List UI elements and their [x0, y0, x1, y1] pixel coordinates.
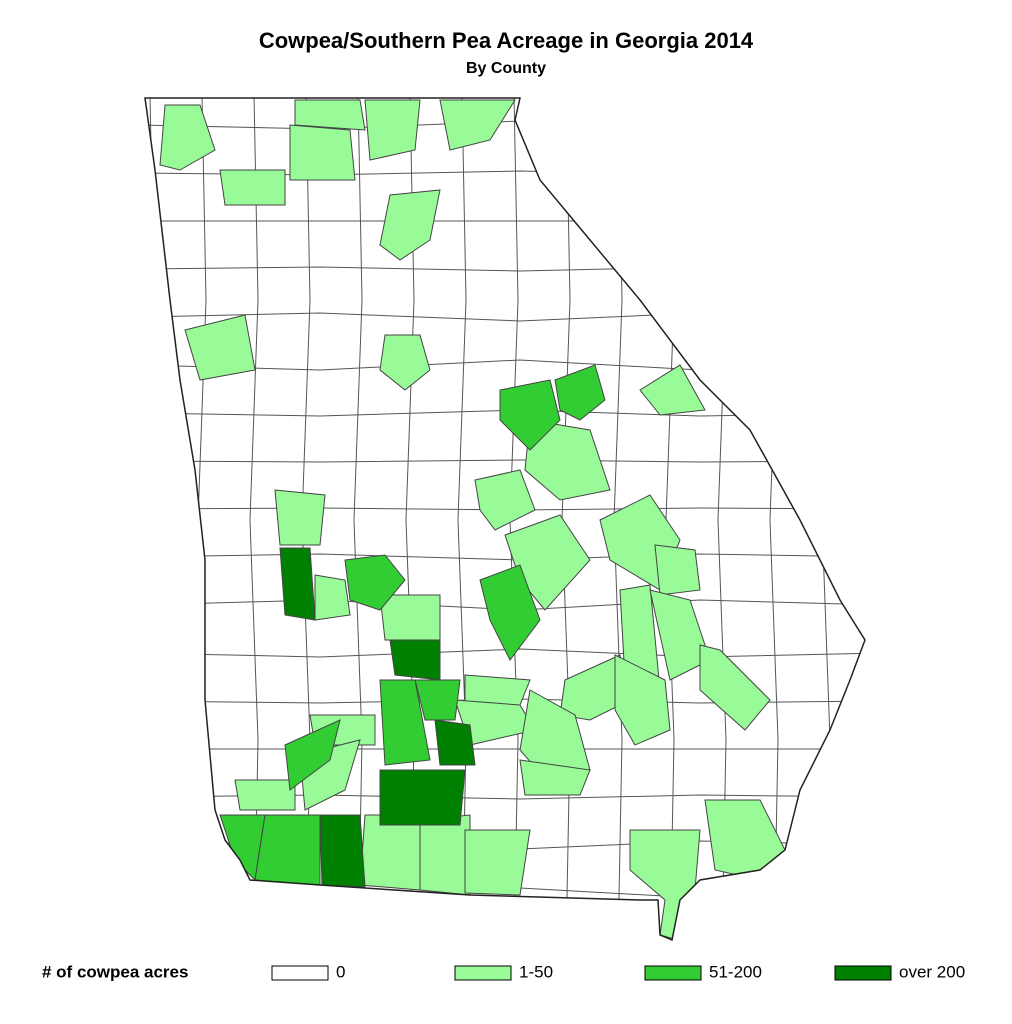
map-subtitle: By County [466, 60, 546, 77]
county [284, 719, 341, 791]
county [524, 419, 611, 501]
legend-label: 0 [336, 962, 345, 981]
county-border [821, 98, 831, 940]
county-border [145, 98, 155, 940]
county [519, 759, 591, 796]
county [319, 814, 366, 888]
county [554, 364, 606, 421]
county [359, 814, 421, 891]
county-border [145, 459, 865, 463]
county [344, 554, 406, 611]
county [219, 169, 286, 206]
county [289, 124, 356, 181]
legend-label: 1-50 [519, 962, 553, 981]
county [414, 679, 461, 721]
county [499, 379, 561, 451]
county [184, 314, 256, 381]
county [464, 829, 531, 896]
shaded-counties [159, 99, 786, 940]
county-border [353, 98, 363, 940]
county [614, 654, 671, 746]
county [379, 189, 441, 261]
county [364, 99, 421, 161]
legend: # of cowpea acres 0 1-50 51-200 over 200 [42, 962, 965, 981]
county [479, 564, 541, 661]
county [474, 469, 536, 531]
county [234, 779, 296, 811]
county [419, 814, 471, 896]
county [379, 769, 466, 826]
county [279, 547, 316, 621]
county [379, 334, 431, 391]
county [389, 639, 441, 681]
legend-swatch [834, 965, 892, 981]
county [294, 99, 366, 131]
legend-swatch [644, 965, 702, 981]
county [654, 544, 701, 596]
county-border [457, 98, 467, 940]
county [434, 719, 476, 766]
county-border [874, 95, 882, 950]
county [274, 489, 326, 546]
county-border [145, 937, 865, 940]
county [699, 644, 771, 731]
county [314, 574, 351, 621]
legend-swatch [271, 965, 329, 981]
county [159, 104, 216, 171]
map-title: Cowpea/Southern Pea Acreage in Georgia 2… [259, 28, 754, 53]
legend-label: over 200 [899, 962, 965, 981]
county [639, 364, 706, 416]
legend-swatch [454, 965, 512, 981]
county [254, 814, 321, 886]
county [439, 99, 516, 151]
county-border [145, 648, 865, 658]
county [379, 679, 431, 766]
county [379, 594, 441, 641]
state-outline [144, 97, 866, 942]
legend-label: 51-200 [709, 962, 762, 981]
state-map [144, 95, 882, 950]
legend-title: # of cowpea acres [42, 962, 188, 981]
